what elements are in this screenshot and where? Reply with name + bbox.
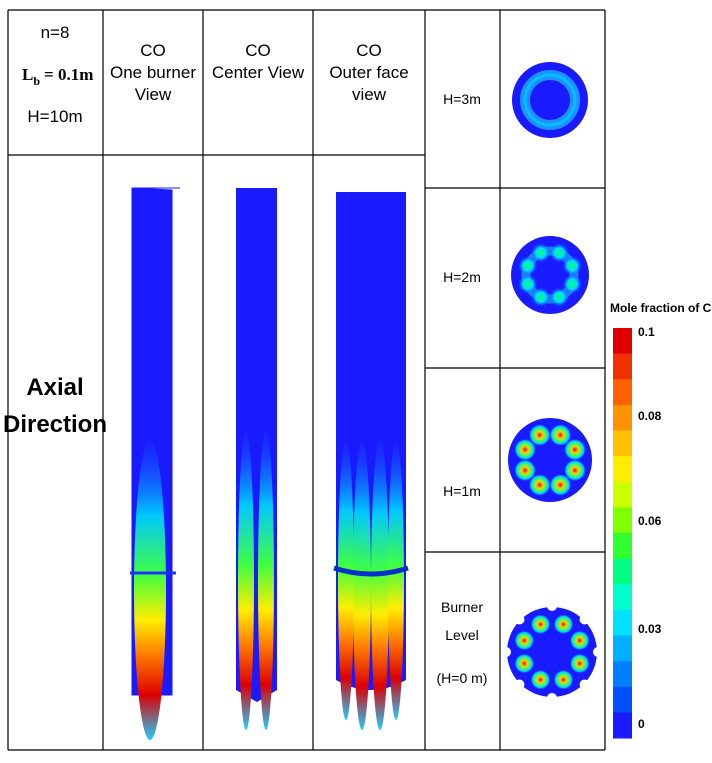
notch: [547, 601, 557, 611]
colorbar-label: 0.08: [638, 409, 662, 423]
column-header: CO: [245, 41, 271, 60]
section-label: (H=0 m): [437, 670, 488, 686]
section-label: Level: [445, 627, 478, 643]
colorbar-band: [613, 507, 632, 533]
colorbar-band: [613, 354, 632, 380]
colorbar-band: [613, 584, 632, 610]
notch: [580, 680, 590, 690]
figure: n=8 Lb = 0.1m H=10m Axial Direction: [0, 0, 712, 758]
spot: [564, 439, 586, 461]
section-label: H=1m: [443, 483, 481, 499]
column-header: One burner: [110, 63, 196, 82]
column-header: CO: [140, 41, 166, 60]
spot: [514, 631, 534, 651]
column-header: Center View: [212, 63, 305, 82]
contour-center-view: [236, 188, 277, 730]
contour-outer-face: [334, 192, 408, 730]
spot: [553, 614, 573, 634]
spot: [514, 459, 536, 481]
row-label: Axial: [26, 374, 83, 401]
contour-one-burner: [130, 188, 180, 740]
spot: [549, 474, 571, 496]
colorbar-label: 0.03: [638, 622, 662, 636]
colorbar-band: [613, 610, 632, 636]
colorbar-label: 0: [638, 717, 645, 731]
colorbar-band: [613, 533, 632, 559]
lb-symbol: L: [22, 65, 33, 84]
colorbar-band: [613, 559, 632, 585]
spot: [514, 653, 534, 673]
spot: [570, 631, 590, 651]
column-header: view: [352, 85, 387, 104]
colorbar: 0.1 0.08 0.06 0.03 0: [613, 325, 662, 739]
notch: [593, 647, 603, 657]
section-label: H=2m: [443, 269, 481, 285]
spot: [531, 243, 551, 263]
spot: [531, 670, 551, 690]
colorbar-label: 0.1: [638, 325, 655, 339]
colorbar-title: Mole fraction of CO: [610, 301, 712, 315]
lb-subscript: b: [33, 74, 40, 88]
spot: [518, 274, 538, 294]
section-label: H=3m: [443, 91, 481, 107]
colorbar-band: [613, 405, 632, 431]
column-header: View: [135, 85, 172, 104]
spot: [549, 287, 569, 307]
colorbar-band: [613, 431, 632, 457]
colorbar-band: [613, 687, 632, 713]
spot: [529, 424, 551, 446]
colorbar-band: [613, 328, 632, 354]
colorbar-band: [613, 456, 632, 482]
section-h1: [508, 418, 592, 502]
param-height: H=10m: [27, 107, 82, 126]
colorbar-band: [613, 636, 632, 662]
spot: [562, 256, 582, 276]
column-header: Outer face: [329, 63, 408, 82]
notch: [547, 693, 557, 703]
section-h2: [511, 236, 589, 314]
spot: [531, 614, 551, 634]
colorbar-band: [613, 661, 632, 687]
notch: [514, 680, 524, 690]
param-lb: Lb = 0.1m: [22, 65, 93, 88]
spot: [553, 670, 573, 690]
colorbar-band: [613, 482, 632, 508]
notch: [580, 614, 590, 624]
row-label: Direction: [3, 411, 107, 438]
param-n: n=8: [41, 23, 70, 42]
colorbar-band: [613, 712, 632, 738]
colorbar-label: 0.06: [638, 514, 662, 528]
section-label: Burner: [441, 599, 483, 615]
colorbar-band: [613, 379, 632, 405]
column-header: CO: [356, 41, 382, 60]
spot: [570, 653, 590, 673]
section-burner: [501, 601, 603, 703]
lb-value: = 0.1m: [44, 65, 93, 84]
section-h3: [512, 62, 588, 138]
notch: [501, 647, 511, 657]
notch: [514, 614, 524, 624]
